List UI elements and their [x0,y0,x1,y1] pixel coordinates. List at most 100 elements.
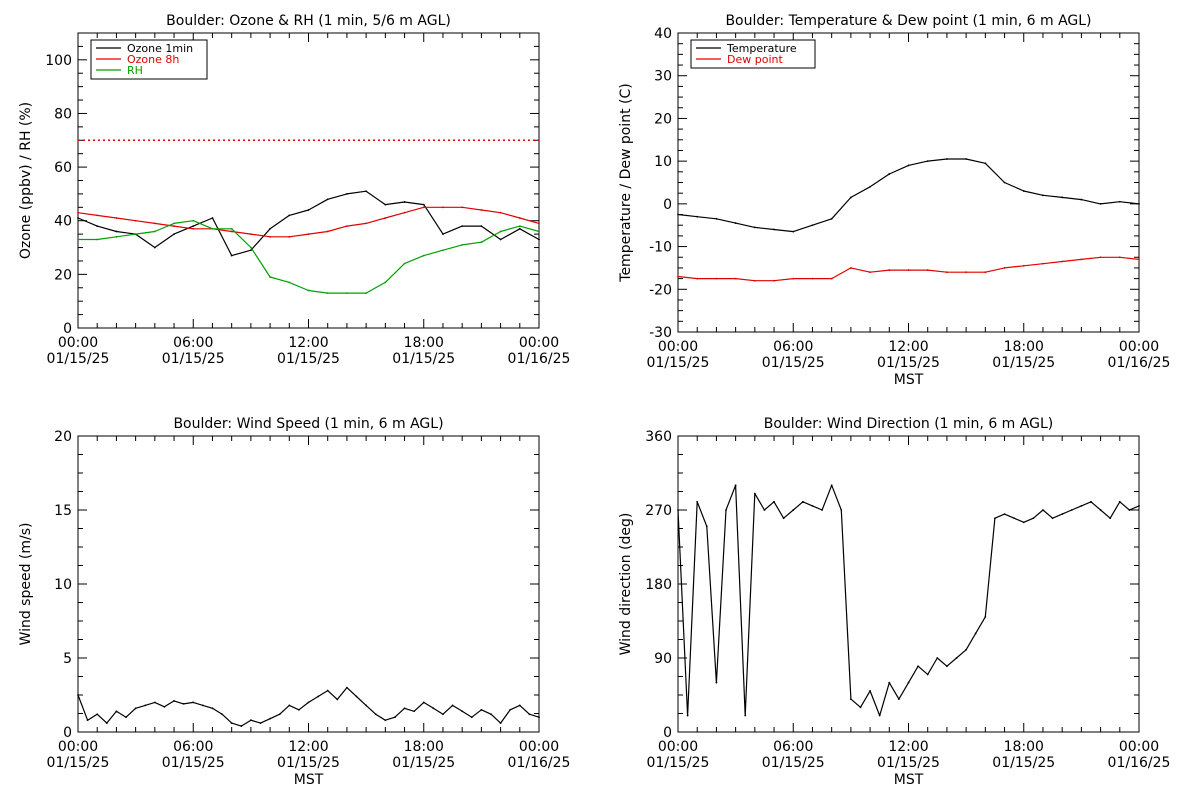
data-point [734,277,737,280]
data-point [1051,517,1054,520]
data-point [926,269,929,271]
data-point [163,705,166,708]
chart-title: Boulder: Wind Direction (1 min, 6 m AGL) [764,416,1053,432]
data-point [230,722,233,725]
data-point [538,230,540,233]
data-point [1061,513,1064,516]
data-point [173,225,175,227]
x-tick-date: 01/15/25 [992,355,1055,371]
data-point [326,689,329,692]
x-tick-date: 01/15/25 [392,755,455,771]
data-point [288,214,291,217]
data-point [77,694,79,696]
data-point [878,714,881,717]
data-point [115,710,118,713]
data-point [192,219,195,222]
data-point [1080,504,1083,507]
data-point [192,701,195,704]
data-point [230,227,233,230]
data-point [830,217,833,220]
data-point [811,224,814,227]
plot-frame [77,435,540,733]
legend-entry: Temperature [726,42,797,55]
y-tick-label: 360 [645,429,672,445]
data-point [965,648,968,651]
chart-title: Boulder: Temperature & Dew point (1 min,… [725,13,1091,29]
x-tick-time: 00:00 [519,739,559,755]
data-point [518,227,521,230]
series-line-3 [78,220,540,294]
data-point [480,209,483,211]
data-point [849,196,852,199]
x-tick-time: 12:00 [288,739,328,755]
data-point [773,279,775,282]
x-tick-time: 12:00 [888,339,928,355]
x-tick-time: 18:00 [1004,739,1044,755]
x-tick-date: 01/15/25 [47,755,110,771]
data-point [1003,181,1006,184]
data-point [821,509,823,511]
data-point [346,292,348,295]
data-point [240,725,243,727]
data-point [907,269,910,271]
data-point [946,665,948,668]
y-tick-label: 90 [654,651,672,667]
data-point [211,707,214,710]
data-point [326,198,329,201]
data-point [365,222,368,225]
data-point [1042,194,1044,197]
data-point [288,704,291,707]
data-point [926,160,929,163]
x-tick-date: 01/15/25 [647,755,710,771]
chart-panel-4: Boulder: Wind Direction (1 min, 6 m AGL)… [618,416,1170,788]
x-tick-date: 01/15/25 [992,755,1055,771]
data-point [461,206,464,209]
data-point [965,271,968,274]
data-point [538,716,540,719]
data-point [269,235,271,238]
data-point [509,708,512,711]
x-tick-date: 01/15/25 [762,755,825,771]
y-tick-label: 0 [63,321,72,337]
data-point [965,158,968,160]
data-point [173,233,175,236]
data-point [696,500,699,503]
data-point [888,173,891,175]
data-point [153,222,156,225]
legend-entry: Ozone 1min [127,42,193,55]
y-tick-label: 100 [45,53,72,69]
data-point [288,281,291,284]
data-point [897,698,900,701]
data-point [365,704,368,707]
data-point [307,289,310,292]
y-axis-label: Wind speed (m/s) [18,523,34,646]
data-point [1090,500,1092,503]
data-point [725,509,727,511]
data-point [773,500,775,503]
data-point [249,246,252,249]
data-point [792,230,795,233]
data-point [307,701,310,704]
data-point [326,292,329,295]
y-tick-label: 15 [54,503,72,519]
data-point [773,228,775,231]
legend-entry: Ozone 8h [127,53,179,66]
data-point [936,657,939,659]
data-point [269,276,271,278]
data-point [269,227,271,230]
data-point [211,227,214,230]
data-point [442,249,444,252]
data-point [1022,190,1025,192]
data-point [849,698,852,701]
data-point [499,230,502,233]
y-tick-label: 20 [654,111,672,127]
data-point [480,225,483,227]
data-point [115,230,118,233]
data-point [1042,509,1044,511]
data-point [249,249,252,252]
legend-box [690,39,816,69]
y-tick-label: -10 [649,240,672,256]
data-point [518,217,521,219]
y-tick-label: 0 [63,725,72,741]
